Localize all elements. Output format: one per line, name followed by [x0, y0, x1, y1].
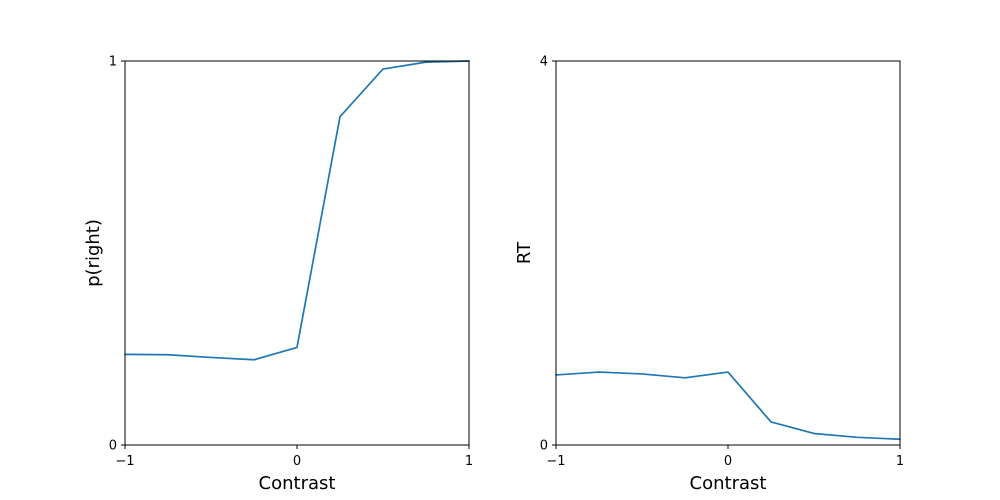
x-tick-label: −1: [115, 454, 134, 469]
y-tick-label: 4: [540, 55, 548, 70]
y-tick-label: 0: [540, 439, 548, 454]
plot-frame: [555, 60, 901, 446]
x-tick-label: 0: [293, 454, 301, 469]
plot-frame: [124, 60, 470, 446]
x-axis-title: Contrast: [690, 473, 767, 494]
x-tick-label: 1: [896, 454, 904, 469]
x-tick-label: 0: [724, 454, 732, 469]
y-tick-label: 0: [109, 439, 117, 454]
y-tick-label: 1: [109, 55, 117, 70]
x-tick-label: −1: [546, 454, 565, 469]
series-line: [124, 60, 470, 361]
y-axis-title: p(right): [83, 219, 104, 287]
y-axis-title: RT: [514, 241, 535, 264]
x-axis-title: Contrast: [259, 473, 336, 494]
x-tick-label: 1: [465, 454, 473, 469]
series-line: [555, 371, 901, 441]
